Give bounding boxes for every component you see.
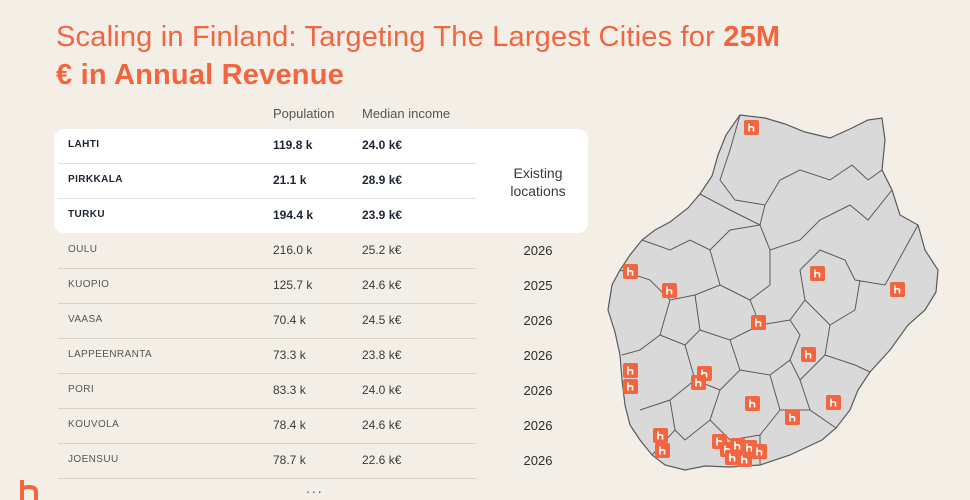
population-value: 83.3 k — [273, 383, 306, 397]
title-bold-amount: 25M — [723, 21, 781, 53]
table-row: TURKU 194.4 k 23.9 k€ — [58, 199, 476, 234]
row-divider — [58, 268, 476, 269]
brand-h-icon — [785, 410, 800, 425]
page-title: Scaling in Finland: Targeting The Larges… — [56, 18, 916, 94]
row-divider — [58, 478, 476, 479]
income-value: 24.0 k€ — [362, 138, 403, 152]
brand-h-icon — [655, 443, 670, 458]
row-divider — [58, 443, 476, 444]
population-value: 21.1 k — [273, 173, 307, 187]
income-value: 23.8 k€ — [362, 348, 402, 362]
brand-h-icon — [752, 444, 767, 459]
row-divider — [58, 303, 476, 304]
population-value: 216.0 k — [273, 243, 313, 257]
brand-h-icon — [730, 438, 745, 453]
launch-year: 2026 — [523, 243, 553, 258]
table-row: JOENSUU 78.7 k 22.6 k€ — [58, 444, 476, 479]
more-rows-indicator: ... — [306, 480, 324, 496]
existing-locations-card — [54, 129, 588, 233]
title-regular: Scaling in Finland: Targeting The Larges… — [56, 21, 724, 53]
city-name: PIRKKALA — [68, 174, 123, 185]
income-value: 24.5 k€ — [362, 313, 402, 327]
column-header-income: Median income — [362, 106, 451, 121]
brand-h-logo-icon — [18, 478, 46, 500]
brand-h-icon — [810, 266, 825, 281]
existing-locations-label: Existing locations — [510, 165, 566, 199]
brand-h-icon — [662, 283, 677, 298]
income-value: 24.6 k€ — [362, 278, 402, 292]
title-bold-rest: € in Annual Revenue — [56, 59, 344, 91]
city-name: PORI — [68, 384, 95, 395]
income-value: 24.0 k€ — [362, 383, 402, 397]
table-row: LAHTI 119.8 k 24.0 k€ — [58, 129, 476, 164]
population-value: 78.4 k — [273, 418, 306, 432]
income-value: 23.9 k€ — [362, 208, 403, 222]
brand-h-icon — [745, 396, 760, 411]
city-name: OULU — [68, 244, 98, 255]
brand-h-icon — [737, 452, 752, 467]
population-value: 70.4 k — [273, 313, 306, 327]
brand-h-icon — [725, 450, 740, 465]
brand-h-icon — [826, 395, 841, 410]
launch-year: 2026 — [523, 348, 553, 363]
brand-h-icon — [691, 375, 706, 390]
row-divider — [58, 163, 476, 164]
income-value: 25.2 k€ — [362, 243, 402, 257]
column-header-population: Population — [273, 106, 335, 121]
row-divider — [58, 198, 476, 199]
brand-h-icon — [744, 120, 759, 135]
population-value: 78.7 k — [273, 453, 306, 467]
row-divider — [58, 338, 476, 339]
finland-map — [600, 110, 945, 485]
row-divider — [58, 408, 476, 409]
city-name: KOUVOLA — [68, 419, 120, 430]
population-value: 194.4 k — [273, 208, 314, 222]
city-name: JOENSUU — [68, 454, 119, 465]
population-value: 125.7 k — [273, 278, 313, 292]
income-value: 22.6 k€ — [362, 453, 402, 467]
city-name: TURKU — [68, 209, 105, 220]
row-divider — [58, 373, 476, 374]
table-row: KUOPIO 125.7 k 24.6 k€ — [58, 269, 476, 304]
brand-h-icon — [653, 428, 668, 443]
brand-h-icon — [623, 363, 638, 378]
table-row: KOUVOLA 78.4 k 24.6 k€ — [58, 409, 476, 444]
city-name: LAPPEENRANTA — [68, 349, 153, 360]
city-name: LAHTI — [68, 139, 100, 150]
launch-year: 2026 — [523, 383, 553, 398]
table-row: PIRKKALA 21.1 k 28.9 k€ — [58, 164, 476, 199]
income-value: 24.6 k€ — [362, 418, 402, 432]
table-row: OULU 216.0 k 25.2 k€ — [58, 234, 476, 269]
launch-year: 2026 — [523, 313, 553, 328]
launch-year: 2026 — [523, 418, 553, 433]
brand-h-icon — [751, 315, 766, 330]
brand-h-icon — [890, 282, 905, 297]
city-name: VAASA — [68, 314, 103, 325]
city-name: KUOPIO — [68, 279, 110, 290]
population-value: 119.8 k — [273, 138, 313, 152]
brand-h-icon — [801, 347, 816, 362]
table-row: LAPPEENRANTA 73.3 k 23.8 k€ — [58, 339, 476, 374]
table-row: VAASA 70.4 k 24.5 k€ — [58, 304, 476, 339]
population-value: 73.3 k — [273, 348, 306, 362]
finland-outline — [607, 114, 939, 471]
launch-year: 2026 — [523, 453, 553, 468]
table-row: PORI 83.3 k 24.0 k€ — [58, 374, 476, 409]
brand-h-icon — [623, 379, 638, 394]
income-value: 28.9 k€ — [362, 173, 403, 187]
launch-year: 2025 — [523, 278, 553, 293]
brand-h-icon — [623, 264, 638, 279]
